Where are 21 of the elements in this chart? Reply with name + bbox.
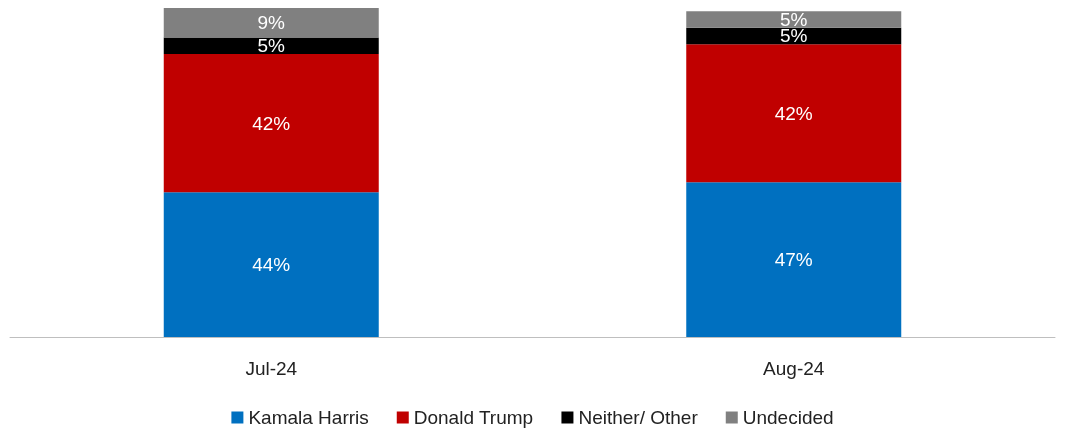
data-label: 9% (257, 12, 286, 34)
data-label: 44% (252, 254, 291, 276)
bar (163, 54, 379, 193)
bar (686, 11, 902, 28)
bar (686, 27, 902, 45)
data-label: 5% (780, 25, 808, 47)
legend-label: Kamala Harris (248, 407, 369, 428)
bar (163, 8, 379, 38)
bar (686, 44, 902, 183)
legend-label: Donald Trump (413, 407, 534, 428)
data-label: 5% (257, 35, 286, 57)
legend-label: Undecided (742, 407, 834, 428)
bar (686, 182, 902, 337)
bar (163, 192, 379, 337)
x-tick-label: Aug-24 (763, 358, 825, 379)
data-label: 47% (774, 249, 813, 271)
x-tick-label: Jul-24 (245, 358, 298, 379)
data-label: 42% (252, 112, 291, 134)
data-label: 42% (774, 102, 813, 124)
legend-label: Neither/ Other (578, 407, 699, 428)
bar (163, 37, 379, 55)
